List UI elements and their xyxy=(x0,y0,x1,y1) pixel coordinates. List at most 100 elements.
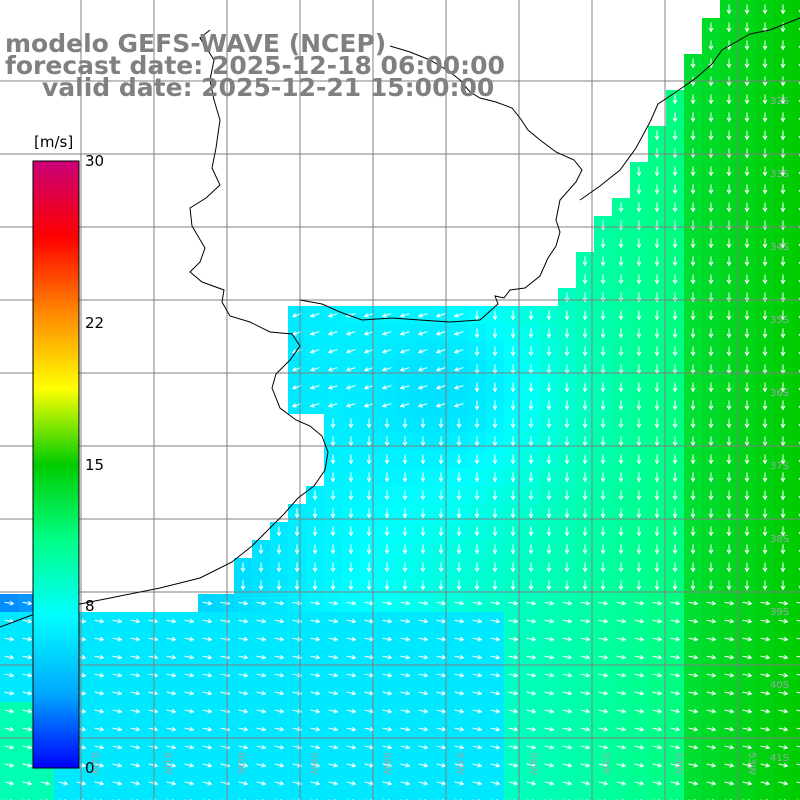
wind-arrow xyxy=(508,708,519,714)
wind-arrow xyxy=(310,726,321,732)
wind-arrow xyxy=(690,562,696,573)
wind-arrow xyxy=(346,654,357,660)
wind-cell xyxy=(18,792,36,800)
wind-arrow xyxy=(762,382,768,393)
wind-arrow xyxy=(420,562,426,573)
wind-arrow xyxy=(202,690,213,696)
wind-arrow xyxy=(600,454,606,465)
wind-arrow xyxy=(636,382,642,393)
wind-arrow xyxy=(508,654,519,660)
wind-arrow xyxy=(528,328,534,339)
wind-arrow xyxy=(654,148,660,159)
wind-arrow xyxy=(256,636,267,642)
wind-arrow xyxy=(420,418,426,429)
wind-arrow xyxy=(328,744,339,750)
wind-arrow xyxy=(399,331,410,336)
wind-arrow xyxy=(402,454,408,465)
wind-arrow xyxy=(436,672,447,678)
wind-arrow xyxy=(744,112,750,123)
wind-cell xyxy=(792,738,800,756)
wind-cell xyxy=(792,612,800,630)
wind-arrow xyxy=(652,600,663,606)
wind-arrow xyxy=(654,166,660,177)
wind-arrow xyxy=(742,690,753,696)
latitude-label: 35S xyxy=(770,315,789,326)
wind-arrow xyxy=(634,726,645,732)
wind-arrow xyxy=(400,780,411,786)
wind-arrow xyxy=(744,22,750,33)
wind-arrow xyxy=(724,708,735,714)
wind-arrow xyxy=(528,526,534,537)
wind-arrow xyxy=(363,331,374,336)
wind-arrow xyxy=(636,238,642,249)
wind-arrow xyxy=(672,112,678,123)
wind-arrow xyxy=(672,130,678,141)
wind-arrow xyxy=(474,580,480,591)
wind-arrow xyxy=(742,708,753,714)
wind-arrow xyxy=(348,472,354,483)
wind-arrow xyxy=(456,544,462,555)
wind-arrow xyxy=(672,580,678,591)
wind-arrow xyxy=(508,636,519,642)
wind-arrow xyxy=(600,418,606,429)
wind-arrow xyxy=(582,472,588,483)
wind-arrow xyxy=(616,744,627,750)
wind-cell xyxy=(792,414,800,432)
wind-arrow xyxy=(276,526,282,537)
wind-arrow xyxy=(670,744,681,750)
colorbar-tick-label: 22 xyxy=(85,313,105,332)
wind-arrow xyxy=(636,256,642,267)
wind-arrow xyxy=(690,166,696,177)
wind-arrow xyxy=(454,726,465,732)
wind-arrow xyxy=(384,472,390,483)
wind-arrow xyxy=(474,526,480,537)
wind-arrow xyxy=(330,490,336,501)
wind-arrow xyxy=(688,708,699,714)
wind-arrow xyxy=(184,708,195,714)
wind-arrow xyxy=(130,636,141,642)
wind-arrow xyxy=(580,618,591,624)
wind-cell xyxy=(792,720,800,738)
colorbar-tick-label: 15 xyxy=(85,455,105,474)
wind-arrow xyxy=(438,544,444,555)
wind-arrow xyxy=(708,58,714,69)
wind-arrow xyxy=(435,385,446,390)
wind-arrow xyxy=(526,600,537,606)
model-title: modelo GEFS-WAVE (NCEP) xyxy=(5,29,387,58)
wind-arrow xyxy=(240,580,246,591)
wind-arrow xyxy=(510,382,516,393)
wind-arrow xyxy=(654,310,660,321)
wind-arrow xyxy=(778,636,789,642)
wind-cell xyxy=(576,792,594,800)
wind-arrow xyxy=(528,382,534,393)
wind-arrow xyxy=(690,508,696,519)
wind-arrow xyxy=(472,654,483,660)
wind-arrow xyxy=(616,780,627,786)
wind-arrow xyxy=(654,580,660,591)
wind-arrow xyxy=(744,202,750,213)
wind-arrow xyxy=(366,580,372,591)
longitude-label: 59W xyxy=(308,752,319,775)
wind-arrow xyxy=(562,636,573,642)
wind-arrow xyxy=(564,526,570,537)
wind-arrow xyxy=(688,780,699,786)
wind-arrow xyxy=(492,562,498,573)
wind-arrow xyxy=(22,618,33,624)
wind-arrow xyxy=(528,508,534,519)
wind-arrow xyxy=(600,382,606,393)
wind-arrow xyxy=(654,256,660,267)
wind-arrow xyxy=(94,618,105,624)
wind-arrow xyxy=(310,654,321,660)
wind-arrow xyxy=(672,562,678,573)
wind-arrow xyxy=(762,4,768,15)
wind-arrow xyxy=(618,310,624,321)
wind-arrow xyxy=(310,600,321,606)
colorbar-tick-label: 0 xyxy=(85,759,95,777)
wind-arrow xyxy=(312,490,318,501)
wind-arrow xyxy=(544,654,555,660)
wind-arrow xyxy=(744,40,750,51)
wind-arrow xyxy=(184,654,195,660)
wind-arrow xyxy=(382,744,393,750)
wind-arrow xyxy=(346,600,357,606)
wind-arrow xyxy=(778,762,789,768)
